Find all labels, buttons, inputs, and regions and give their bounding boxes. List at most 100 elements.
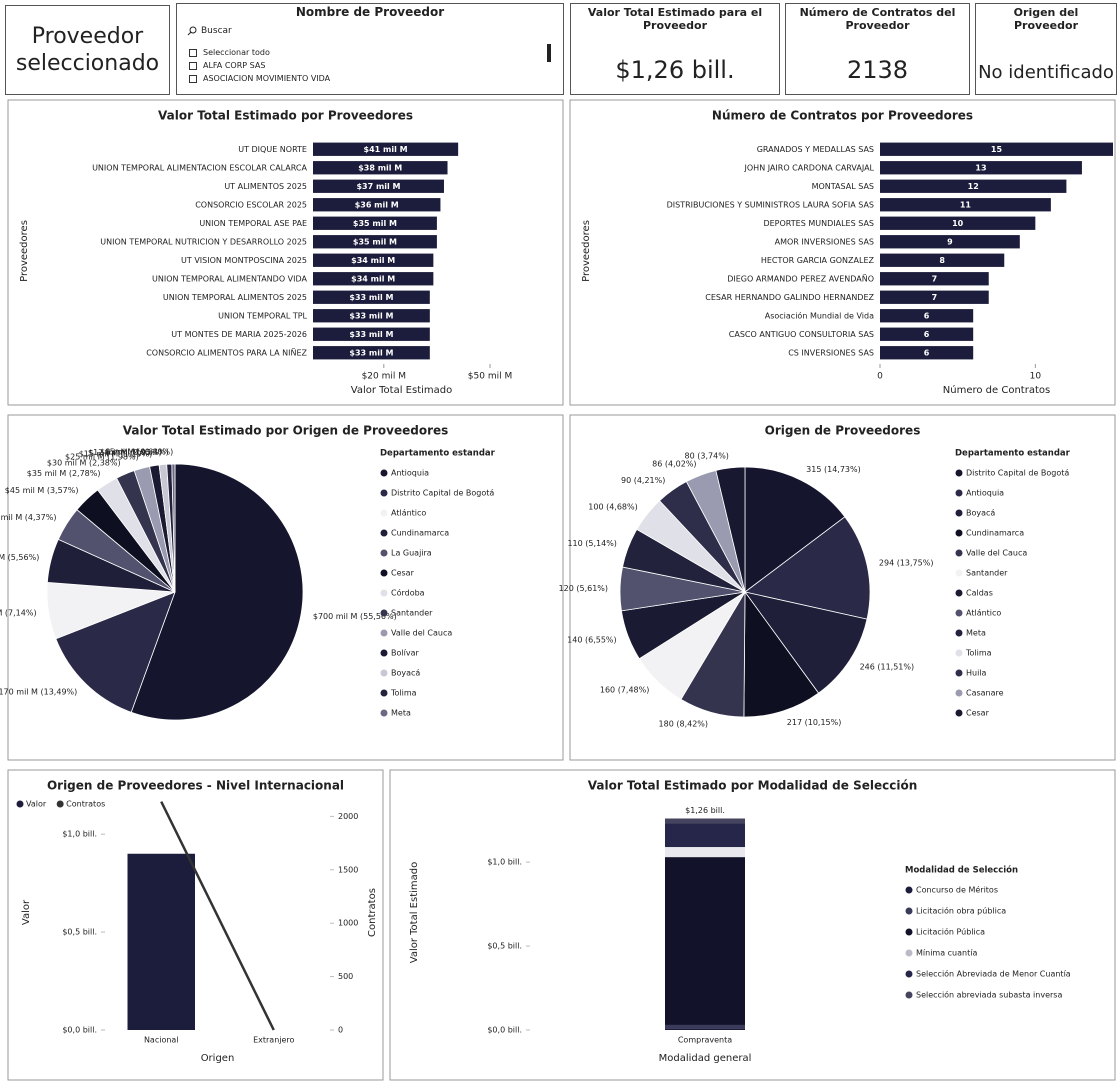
data-label: $41 mil M [364, 145, 408, 154]
bar [313, 142, 459, 156]
legend-title: Departamento estandar [955, 449, 1071, 459]
slicer-title: Nombre de Proveedor [295, 5, 445, 19]
bar [880, 327, 974, 341]
legend-label: Tolima [965, 649, 992, 658]
legend-label: Antioquia [966, 489, 1004, 498]
legend-label: Cesar [391, 569, 415, 578]
axis-title: Valor Total Estimado [409, 862, 420, 963]
data-label: 13 [975, 163, 986, 172]
bar-segment [665, 1024, 745, 1029]
y2-tick-label: 1500 [338, 865, 358, 874]
scrollbar[interactable] [547, 44, 551, 62]
legend-marker [955, 709, 963, 717]
card-selected: Proveedor seleccionado [5, 5, 170, 95]
legend-marker [380, 629, 388, 637]
panel [7, 769, 384, 1081]
panel [7, 414, 564, 761]
legend-marker [905, 949, 913, 957]
data-label: $34 mil M [351, 274, 395, 283]
legend-label: Meta [966, 629, 986, 638]
y-tick-label: $0,5 bill. [487, 942, 522, 951]
bar [313, 253, 434, 267]
data-label: 120 (5,61%) [559, 584, 608, 593]
legend-marker [905, 928, 913, 936]
data-label: 9 [947, 237, 953, 246]
pie-slice [171, 463, 176, 593]
category-label: MONTASAL SAS [812, 182, 874, 191]
data-label: $70 mil M (5,56%) [0, 553, 39, 562]
legend-marker [955, 489, 963, 497]
legend-label: Atlántico [391, 509, 426, 518]
category-label: UT MONTES DE MARIA 2025-2026 [171, 330, 307, 339]
x-tick-label: $50 mil M [468, 372, 512, 382]
data-label: $90 mil M (7,14%) [0, 608, 37, 617]
slicer-item[interactable]: ALFA CORP SAS [189, 59, 330, 72]
bar [313, 309, 430, 323]
y2-tick-label: 1000 [338, 919, 358, 928]
y-tick-label: $0,5 bill. [62, 928, 97, 937]
legend-marker [380, 489, 388, 497]
slicer-item[interactable]: ASOCIACION MOVIMIENTO VIDA [189, 72, 330, 85]
category-label: UNION TEMPORAL ALIMENTANDO VIDA [152, 274, 308, 283]
bar [313, 198, 441, 212]
legend-marker [380, 709, 388, 717]
legend-marker [955, 569, 963, 577]
x-tick-label: 0 [877, 372, 883, 382]
data-label: 90 (4,21%) [621, 476, 665, 485]
bar [313, 216, 437, 230]
y-tick-label: $0,0 bill. [487, 1026, 522, 1035]
pie-slice [130, 463, 304, 721]
axis-title: Número de Contratos [943, 384, 1050, 396]
category-label: HECTOR GARCIA GONZALEZ [761, 256, 875, 265]
data-label: $33 mil M [349, 348, 393, 357]
bar [880, 309, 974, 323]
legend-label: Meta [391, 709, 411, 718]
legend-label: Valle del Cauca [966, 549, 1027, 558]
category-label: CONSORCIO ALIMENTOS PARA LA NIÑEZ [146, 347, 307, 357]
bar [313, 179, 444, 193]
x-tick-label: 10 [1030, 372, 1042, 382]
data-label: 10 [952, 219, 964, 228]
x-tick-label: Compraventa [678, 1036, 732, 1045]
panel [389, 769, 1116, 1081]
data-label: 100 (4,68%) [588, 502, 637, 511]
legend-label: Santander [391, 609, 433, 618]
slicer-list: Seleccionar todo ALFA CORP SAS ASOCIACIO… [189, 46, 330, 85]
legend-label: Casanare [966, 689, 1004, 698]
legend-marker [380, 509, 388, 517]
legend-marker [955, 589, 963, 597]
category-label: UT DIQUE NORTE [238, 145, 307, 154]
data-label: 6 [924, 311, 930, 320]
legend-marker [955, 629, 963, 637]
legend-marker [380, 649, 388, 657]
legend-marker [955, 549, 963, 557]
bar [313, 235, 437, 249]
axis-title: Valor [21, 899, 32, 925]
legend-label: Boyacá [391, 669, 420, 678]
category-label: DIEGO ARMANDO PEREZ AVENDAÑO [727, 273, 874, 283]
legend-label: Distrito Capital de Bogotá [391, 489, 494, 498]
chart-title: Origen de Proveedores [765, 424, 921, 438]
pie-slice [744, 516, 871, 620]
data-label: $8 mil M (0,63%) [100, 448, 169, 457]
data-label: 110 (5,14%) [567, 539, 616, 548]
data-label: 217 (10,15%) [787, 718, 842, 727]
axis-title: Contratos [367, 888, 378, 937]
category-label: CESAR HERNANDO GALINDO HERNANDEZ [705, 293, 874, 302]
bar [313, 272, 434, 286]
data-label: 180 (8,42%) [659, 719, 708, 728]
data-label: 15 [991, 145, 1003, 154]
card-value: $1,26 bill. [615, 56, 735, 84]
y2-tick-label: 0 [338, 1026, 343, 1035]
total-label: $1,26 bill. [685, 806, 725, 815]
search-text: Buscar [201, 26, 232, 36]
axis-title: Proveedores [581, 220, 592, 282]
data-label: 11 [960, 200, 972, 209]
data-label: $35 mil M [353, 219, 397, 228]
slicer-search[interactable]: Buscar [187, 26, 232, 36]
bar [880, 142, 1113, 156]
slicer-item[interactable]: Seleccionar todo [189, 46, 330, 59]
category-label: UNION TEMPORAL ALIMENTOS 2025 [163, 293, 307, 302]
category-label: AMOR INVERSIONES SAS [775, 237, 874, 246]
legend-label: Caldas [966, 589, 993, 598]
